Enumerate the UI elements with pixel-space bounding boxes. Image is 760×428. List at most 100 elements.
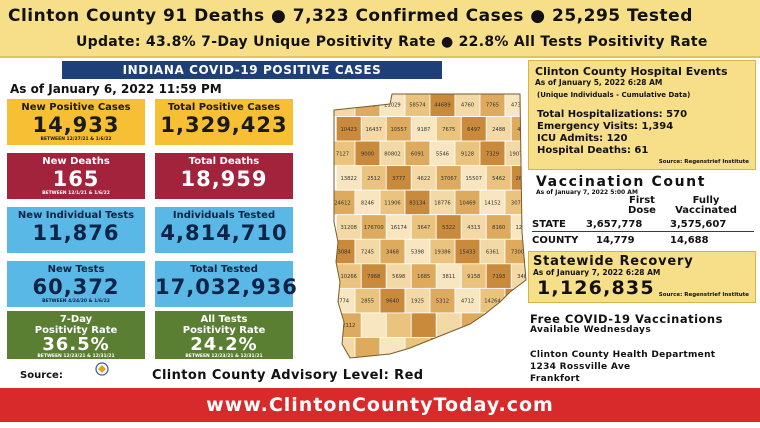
hospital-events-panel: Clinton County Hospital Events As of Jan… [528,60,756,170]
tile-value: 24.2% [190,334,258,355]
map-county-number: 16437 [365,127,382,133]
map-county-number: 9128 [461,151,474,157]
tile-label: All Tests Positivity Rate [182,314,266,336]
hospital-as-of: As of January 5, 2022 6:28 AM [535,78,663,87]
map-county-cells: 92302 31842 21029 58574 44689 4760 7765 4735104… [334,94,526,358]
map-county-number: 16174 [390,225,407,231]
map-county-number: 83134 [409,200,426,206]
page-title: INDIANA COVID-19 POSITIVE CASES [62,61,442,79]
map-county-cell [435,312,462,338]
map-county-number: 10266 [340,274,357,280]
map-county-number: 10557 [390,127,407,133]
map-county-number: 8246 [361,200,374,206]
map-county-number: 19073 [509,151,526,157]
map-county-number: 7193 [492,274,505,280]
map-county-number: 6091 [411,151,424,157]
map-county-number: 10423 [340,127,357,133]
tile-sub: BETWEEN 12/23/21 & 12/31/21 [37,354,115,359]
tile-value: 36.5% [42,334,110,355]
map-county-number: 5462 [492,176,505,182]
map-county-number: 5398 [411,250,424,256]
tile-new-individual-tests: New Individual Tests 11,876 [6,206,146,254]
recovery-title: Statewide Recovery [533,254,694,269]
map-county-number: 13822 [340,176,357,182]
map-county-cell [410,165,437,191]
map-county-number: 80802 [384,151,401,157]
map-county-number: 2112 [342,323,355,329]
hospital-source: Source: Regenstrief Institute [658,159,749,165]
isdh-logo [72,362,132,388]
map-county-number: 6497 [467,127,480,133]
tile-label: 7-Day Positivity Rate [34,314,118,336]
indiana-county-map: 92302 31842 21029 58574 44689 4760 7765 4735104… [333,93,527,359]
isdh-logo-icon [95,362,109,376]
recovery-source: Source: Regenstrief Institute [658,292,749,298]
map-county-number: 7300 [511,250,524,256]
map-county-cell [454,189,481,216]
map-county-cell [460,116,487,142]
tile-all-tests-positivity: All Tests Positivity Rate 24.2% BETWEEN … [154,310,294,360]
map-county-cell [454,238,481,265]
tile-individuals-tested: Individuals Tested 4,814,710 [154,206,294,254]
map-county-number: 9000 [361,151,374,157]
free-vaccinations-title: Free COVID-19 Vaccinations [530,312,723,326]
hospital-title: Clinton County Hospital Events [535,65,728,78]
map-county-number: 3468 [386,250,399,256]
map-county-cell [410,312,437,338]
map-county-number: 7765 [486,102,499,108]
map-county-cell [504,287,526,314]
tile-label: Total Deaths [188,156,260,167]
recovery-as-of: As of January 7, 2022 6:28 AM [533,268,661,277]
free-vaccinations-sub: Available Wednesdays [530,325,652,335]
map-county-number: 21029 [384,102,401,108]
map-county-cell [335,116,362,142]
map-county-cell [510,312,526,338]
advisory-level: Clinton County Advisory Level: Red [152,368,424,383]
map-county-number: 4622 [417,176,430,182]
map-county-number: 5698 [392,274,405,280]
map-county-number: 5312 [436,299,449,305]
map-county-cell [360,116,387,142]
map-county-cell [335,214,362,240]
map-county-cell [454,287,481,314]
map-county-number: 7127 [336,151,349,157]
map-county-number: 8160 [492,225,505,231]
map-county-number: 4313 [467,225,480,231]
map-county-number: 8774 [336,299,350,305]
tile-label: New Individual Tests [17,210,135,221]
map-county-cell [429,140,456,167]
hospital-emergency-visits: Emergency Visits: 1,394 [537,121,674,132]
map-county-number: 2512 [367,176,380,182]
map-county-number: 11906 [384,200,401,206]
tile-sub: BETWEEN 12/23/21 & 12/31/21 [185,354,263,359]
map-county-number: 14152 [484,200,501,206]
map-county-number: 6361 [486,250,499,256]
tile-total-positive-cases: Total Positive Cases 1,329,423 [154,98,294,146]
map-county-cell [479,337,506,358]
map-county-number: 58574 [409,102,426,108]
tile-value: 14,933 [32,113,120,137]
map-county-cell [429,337,456,358]
map-county-number: 9187 [417,127,430,133]
map-county-cell [454,337,481,358]
map-county-number: 7329 [486,151,499,157]
recovery-value: 1,126,835 [537,277,655,299]
map-county-cell [485,165,512,191]
map-county-cell [385,214,412,240]
footer-website-link[interactable]: www.ClintonCountyToday.com [0,388,760,422]
map-county-number: 5322 [442,225,455,231]
map-county-cell [485,312,512,338]
map-county-cell [404,238,431,265]
tile-label: Total Tested [190,264,258,275]
as-of-date: As of January 6, 2022 11:59 PM [10,82,222,96]
map-county-number: 44689 [434,102,451,108]
tile-value: 165 [52,167,100,191]
hospital-icu-admits: ICU Admits: 120 [537,133,628,144]
map-county-number: 5546 [436,151,449,157]
vaccination-county-full: 14,688 [670,235,709,246]
vaccination-county-first: 14,779 [596,235,635,246]
map-county-number: 7968 [367,274,380,280]
statewide-recovery-panel: Statewide Recovery As of January 7, 2022… [528,251,756,303]
tile-label: Individuals Tested [172,210,276,221]
address-line-3: Frankfort [530,374,581,384]
